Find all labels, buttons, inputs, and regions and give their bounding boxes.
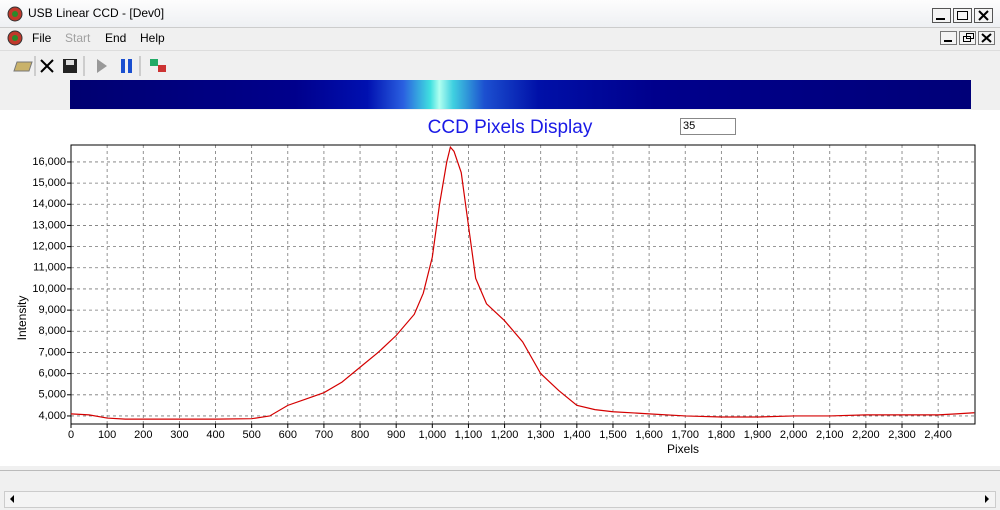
- x-tick-label: 500: [242, 429, 260, 441]
- y-tick-label: 7,000: [38, 346, 66, 358]
- spectrum-bar: [70, 80, 971, 109]
- x-tick-label: 2,000: [780, 429, 808, 441]
- x-tick-label: 1,200: [491, 429, 519, 441]
- x-tick-label: 300: [170, 429, 188, 441]
- x-tick-label: 900: [387, 429, 405, 441]
- x-tick-label: 2,300: [888, 429, 916, 441]
- title-bar: USB Linear CCD - [Dev0]: [0, 0, 1000, 28]
- x-tick-label: 2,400: [924, 429, 952, 441]
- y-tick-label: 16,000: [32, 156, 66, 168]
- toolbar: [0, 50, 1000, 80]
- x-tick-label: 0: [68, 429, 74, 441]
- x-tick-label: 1,600: [635, 429, 663, 441]
- chart-title: CCD Pixels Display: [428, 117, 593, 138]
- x-tick-label: 1,800: [708, 429, 736, 441]
- y-tick-label: 12,000: [32, 241, 66, 253]
- x-tick-label: 2,200: [852, 429, 880, 441]
- y-tick-label: 6,000: [38, 368, 66, 380]
- y-tick-label: 5,000: [38, 389, 66, 401]
- chart-panel: CCD Pixels Display Pixels Intensity 4,00…: [0, 110, 1000, 466]
- x-tick-label: 1,300: [527, 429, 555, 441]
- y-axis-label: Intensity: [15, 296, 29, 341]
- x-tick-label: 1,500: [599, 429, 627, 441]
- x-tick-label: 100: [98, 429, 116, 441]
- x-axis-label: Pixels: [667, 442, 699, 456]
- x-tick-label: 700: [315, 429, 333, 441]
- y-tick-label: 10,000: [32, 283, 66, 295]
- menu-start: Start: [65, 31, 91, 45]
- y-tick-label: 13,000: [32, 219, 66, 231]
- x-tick-label: 1,900: [744, 429, 772, 441]
- x-tick-label: 400: [206, 429, 224, 441]
- y-tick-label: 14,000: [32, 198, 66, 210]
- y-tick-label: 15,000: [32, 177, 66, 189]
- status-divider: [0, 470, 1000, 471]
- x-tick-label: 1,100: [455, 429, 483, 441]
- plot-frame: [70, 144, 976, 425]
- x-tick-label: 1,400: [563, 429, 591, 441]
- menu-file[interactable]: File: [32, 31, 52, 45]
- x-tick-label: 600: [279, 429, 297, 441]
- x-tick-label: 2,100: [816, 429, 844, 441]
- menu-end[interactable]: End: [105, 31, 127, 45]
- child-controls[interactable]: [940, 31, 996, 46]
- x-tick-label: 1,700: [671, 429, 699, 441]
- scroll-arrows[interactable]: [5, 492, 995, 507]
- window-controls[interactable]: [932, 8, 996, 24]
- toolbar-icons[interactable]: [0, 51, 200, 80]
- window-title: USB Linear CCD - [Dev0]: [28, 6, 165, 20]
- y-tick-label: 8,000: [38, 325, 66, 337]
- threshold-input[interactable]: 35: [680, 118, 736, 135]
- y-tick-label: 4,000: [38, 410, 66, 422]
- x-tick-label: 200: [134, 429, 152, 441]
- y-tick-label: 11,000: [33, 262, 66, 274]
- y-tick-label: 9,000: [38, 304, 66, 316]
- chart: CCD Pixels Display Pixels Intensity 4,00…: [15, 117, 976, 456]
- x-tick-label: 800: [351, 429, 369, 441]
- app-icon: [7, 6, 23, 22]
- intensity-line: [70, 145, 975, 420]
- doc-icon: [7, 30, 23, 46]
- horizontal-scrollbar[interactable]: [4, 491, 996, 508]
- x-tick-label: 1,000: [419, 429, 447, 441]
- menu-help[interactable]: Help: [140, 31, 165, 45]
